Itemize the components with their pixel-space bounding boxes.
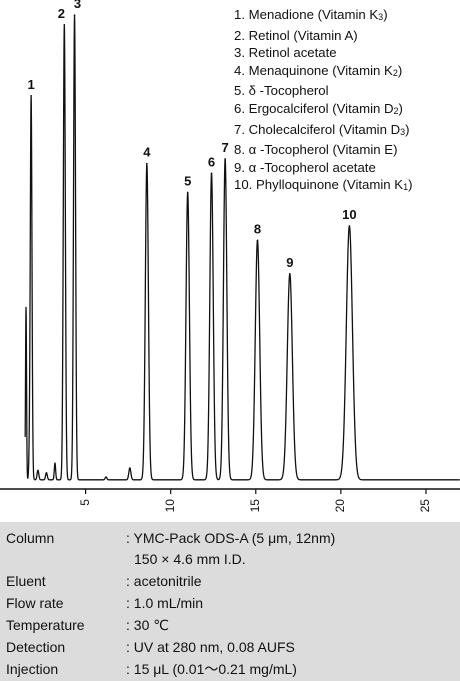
x-tick-label: 25 (418, 499, 432, 513)
legend-item: 10. Phylloquinone (Vitamin K1) (234, 177, 413, 193)
legend-item: 4. Menaquinone (Vitamin K2) (234, 62, 403, 78)
legend-item: 5. δ -Tocopherol (234, 83, 329, 99)
peak-apex-point (73, 14, 76, 16)
condition-value: : 15 μL (0.01～0.21 mg/mL) (126, 661, 297, 677)
condition-label: Temperature (6, 617, 85, 633)
condition-label: Column (6, 530, 55, 546)
compound-legend: 1. Menadione (Vitamin K3) 2. Retinol (Vit… (234, 6, 413, 197)
condition-label: Eluent (6, 573, 46, 589)
x-axis: 5 10 15 20 25 (0, 488, 460, 513)
condition-value: : UV at 280 nm, 0.08 AUFS (126, 639, 295, 655)
peak-apex-point (63, 23, 66, 26)
condition-label: Flow rate (6, 595, 64, 611)
peak-apex-point (146, 162, 148, 165)
peak-label: 4 (143, 145, 151, 160)
peak-label: 5 (184, 173, 191, 188)
peak-label: 10 (342, 207, 356, 222)
peak-label: 2 (58, 6, 65, 21)
x-tick-label: 5 (78, 499, 92, 506)
peak-apex-point (289, 273, 291, 275)
peak-apex-point (30, 94, 32, 97)
conditions-panel: Column : YMC-Pack ODS-A (5 μm, 12nm) 150… (0, 522, 460, 681)
peak-apex-point (256, 239, 259, 242)
peak-apex-point (224, 158, 226, 160)
legend-item: 7. Cholecalciferol (Vitamin D3) (234, 121, 410, 137)
condition-value: : acetonitrile (126, 573, 202, 589)
peak-apex-point (348, 225, 351, 227)
legend-item: 9. α -Tocopherol acetate (234, 159, 376, 175)
legend-item: 6. Ergocalciferol (Vitamin D2) (234, 100, 403, 116)
chromatogram-line (24, 14, 460, 481)
legend-item: 8. α -Tocopherol (Vitamin E) (234, 142, 398, 158)
peak-label: 9 (286, 255, 293, 270)
peak-label: 3 (74, 0, 81, 11)
condition-label: Injection (6, 661, 59, 677)
legend-item: 1. Menadione (Vitamin K3) (234, 7, 388, 22)
legend-item: 2. Retinol (Vitamin A) (234, 27, 358, 43)
chromatogram-trace (24, 14, 460, 481)
peak-label: 7 (222, 140, 229, 155)
peak-label: 8 (254, 221, 261, 236)
peak-label: 1 (28, 77, 35, 92)
condition-value: 150 × 4.6 mm I.D. (134, 551, 246, 567)
condition-value: : 1.0 mL/min (126, 595, 204, 611)
condition-label: Detection (6, 639, 66, 655)
condition-value: : YMC-Pack ODS-A (5 μm, 12nm) (126, 530, 336, 546)
peak-apex-point (186, 191, 189, 194)
legend-item: 3. Retinol acetate (234, 45, 337, 61)
x-tick-label: 10 (163, 499, 177, 513)
x-tick-label: 15 (248, 499, 262, 513)
condition-value: : 30 ℃ (126, 617, 169, 633)
x-tick-label: 20 (333, 499, 347, 513)
peak-apex-point (210, 172, 213, 175)
peak-label: 6 (208, 154, 215, 169)
